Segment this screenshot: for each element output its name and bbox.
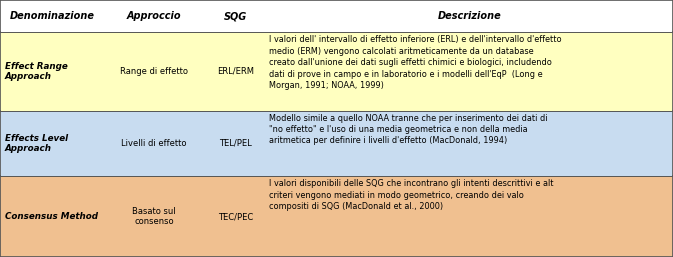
Text: Consensus Method: Consensus Method: [5, 212, 98, 221]
Text: I valori dell' intervallo di effetto inferiore (ERL) e dell'intervallo d'effetto: I valori dell' intervallo di effetto inf…: [269, 35, 562, 90]
Bar: [0, 111, 673, 176]
Text: Livelli di effetto: Livelli di effetto: [121, 139, 187, 148]
Bar: [0, 0, 673, 32]
Text: Basato sul
consenso: Basato sul consenso: [133, 207, 176, 226]
Text: Effect Range
Approach: Effect Range Approach: [5, 62, 67, 81]
Text: I valori disponibili delle SQG che incontrano gli intenti descrittivi e alt
crit: I valori disponibili delle SQG che incon…: [269, 179, 554, 211]
Text: Range di effetto: Range di effetto: [120, 67, 188, 76]
Text: Approccio: Approccio: [127, 11, 182, 21]
Text: Effects Level
Approach: Effects Level Approach: [5, 134, 68, 153]
Text: TEC/PEC: TEC/PEC: [217, 212, 253, 221]
Text: Modello simile a quello NOAA tranne che per inserimento dei dati di
"no effetto": Modello simile a quello NOAA tranne che …: [269, 114, 548, 145]
Text: Denominazione: Denominazione: [9, 11, 95, 21]
Text: Descrizione: Descrizione: [438, 11, 501, 21]
Text: ERL/ERM: ERL/ERM: [217, 67, 254, 76]
Text: TEL/PEL: TEL/PEL: [219, 139, 252, 148]
Bar: [0, 32, 673, 111]
Text: SQG: SQG: [223, 11, 247, 21]
Bar: [0, 176, 673, 257]
